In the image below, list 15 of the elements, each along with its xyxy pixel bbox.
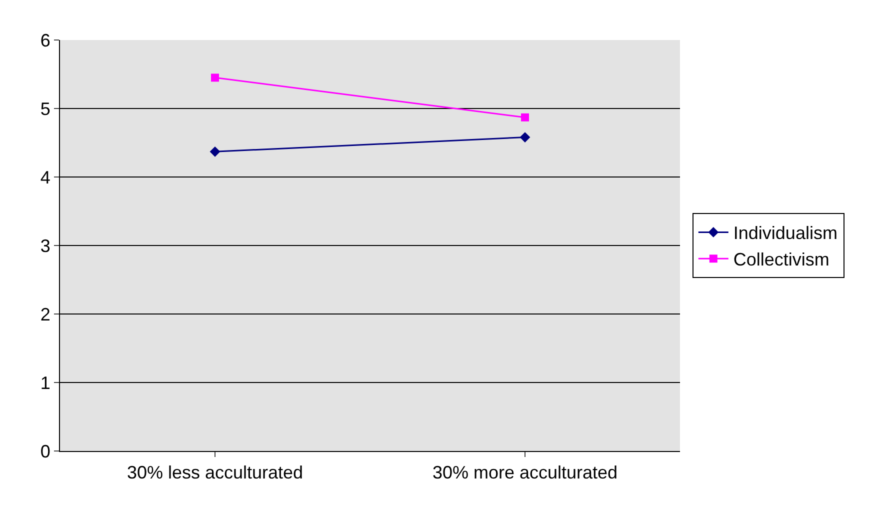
legend-label: Collectivism	[733, 250, 830, 270]
y-tick-label: 2	[40, 304, 50, 324]
point	[520, 132, 530, 142]
y-tick-label: 0	[40, 441, 50, 462]
x-tick-label: 30% less acculturated	[126, 462, 304, 483]
y-tick-label: 5	[40, 98, 50, 119]
y-tick-label: 6	[40, 30, 50, 50]
point	[521, 113, 529, 122]
y-tick-label: 1	[40, 372, 50, 393]
point	[210, 146, 220, 157]
legend-label: Individualism	[733, 223, 838, 244]
y-tick-label: 3	[40, 236, 50, 256]
y-tick-label: 4	[40, 167, 50, 188]
x-tick-label: 30% more acculturated	[432, 462, 618, 483]
point	[211, 74, 219, 82]
